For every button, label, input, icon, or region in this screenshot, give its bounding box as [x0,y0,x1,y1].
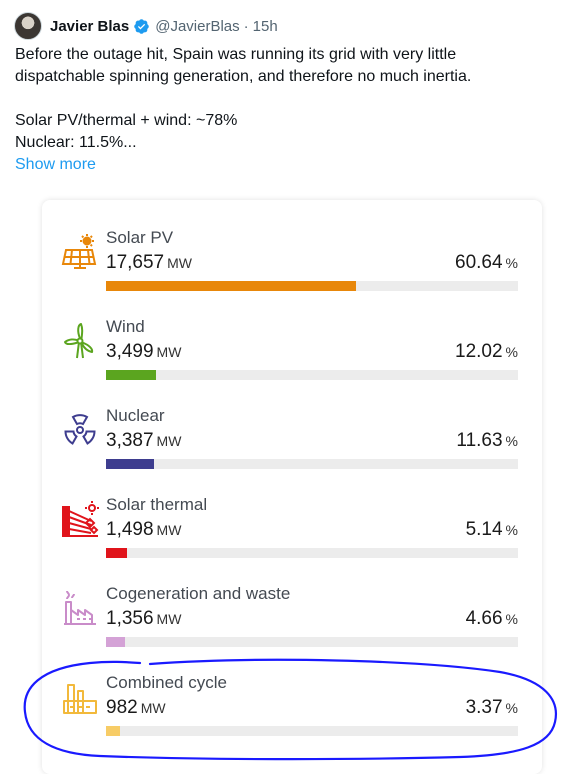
factory-icon [64,590,96,625]
source-label: Cogeneration and waste [106,584,291,603]
solar-panel-icon [61,234,97,269]
generation-mix-image[interactable]: Solar PV 17,657 MW 60.64% Wind 3,499 MW 12… [42,200,542,774]
author-handle[interactable]: @JavierBlas [155,17,240,35]
source-row-solar-pv: Solar PV 17,657 MW 60.64% [42,200,542,291]
source-value: 3,499 MW [106,341,182,362]
tweet-text-line: Solar PV/thermal + wind: ~78% [15,112,238,129]
share-bar-fill [106,459,154,469]
avatar[interactable] [14,12,42,40]
share-bar-track [106,548,518,558]
source-percentage: 60.64% [455,252,518,273]
tweet-text-line: dispatchable spinning generation, and th… [15,68,472,85]
source-row-nuclear: Nuclear 3,387 MW 11.63% [42,378,542,469]
source-percentage: 5.14% [465,519,518,540]
share-bar-track [106,459,518,469]
nuclear-icon [64,414,96,445]
share-bar-fill [106,548,127,558]
source-percentage: 11.63% [456,430,518,451]
source-percentage: 4.66% [465,608,518,629]
source-value: 3,387 MW [106,430,182,451]
tweet-time[interactable]: 15h [252,17,278,35]
source-label: Nuclear [106,406,165,425]
tweet-body: Before the outage hit, Spain was running… [15,44,570,176]
verified-badge-icon [134,18,149,34]
tweet-text-line: Before the outage hit, Spain was running… [15,46,457,63]
wind-turbine-icon [64,323,94,359]
share-bar-track [106,637,518,647]
source-row-combined-cycle: Combined cycle 982 MW 3.37% [42,645,542,736]
tweet-header: Javier Blas @JavierBlas · 15h [14,12,278,40]
share-bar-fill [106,281,356,291]
source-label: Combined cycle [106,673,227,692]
source-percentage: 3.37% [465,697,518,718]
share-bar-track [106,370,518,380]
source-row-cogeneration: Cogeneration and waste 1,356 MW 4.66% [42,556,542,647]
tweet-text-line: Nuclear: 11.5%... [15,134,137,151]
share-bar-fill [106,726,120,736]
source-value: 1,356 MW [106,608,182,629]
show-more-link[interactable]: Show more [15,156,96,173]
source-row-wind: Wind 3,499 MW 12.02% [42,289,542,380]
source-value: 17,657 MW [106,252,193,273]
source-percentage: 12.02% [455,341,518,362]
source-label: Solar PV [106,228,174,247]
share-bar-track [106,726,518,736]
separator-dot: · [243,17,249,35]
source-label: Wind [106,317,145,336]
solar-thermal-icon [62,501,99,537]
share-bar-fill [106,637,125,647]
source-row-solar-thermal: Solar thermal 1,498 MW 5.14% [42,467,542,558]
source-label: Solar thermal [106,495,208,514]
source-value: 982 MW [106,697,166,718]
share-bar-fill [106,370,156,380]
source-value: 1,498 MW [106,519,182,540]
author-name[interactable]: Javier Blas [50,17,130,35]
combined-cycle-plant-icon [63,684,97,714]
share-bar-track [106,281,518,291]
